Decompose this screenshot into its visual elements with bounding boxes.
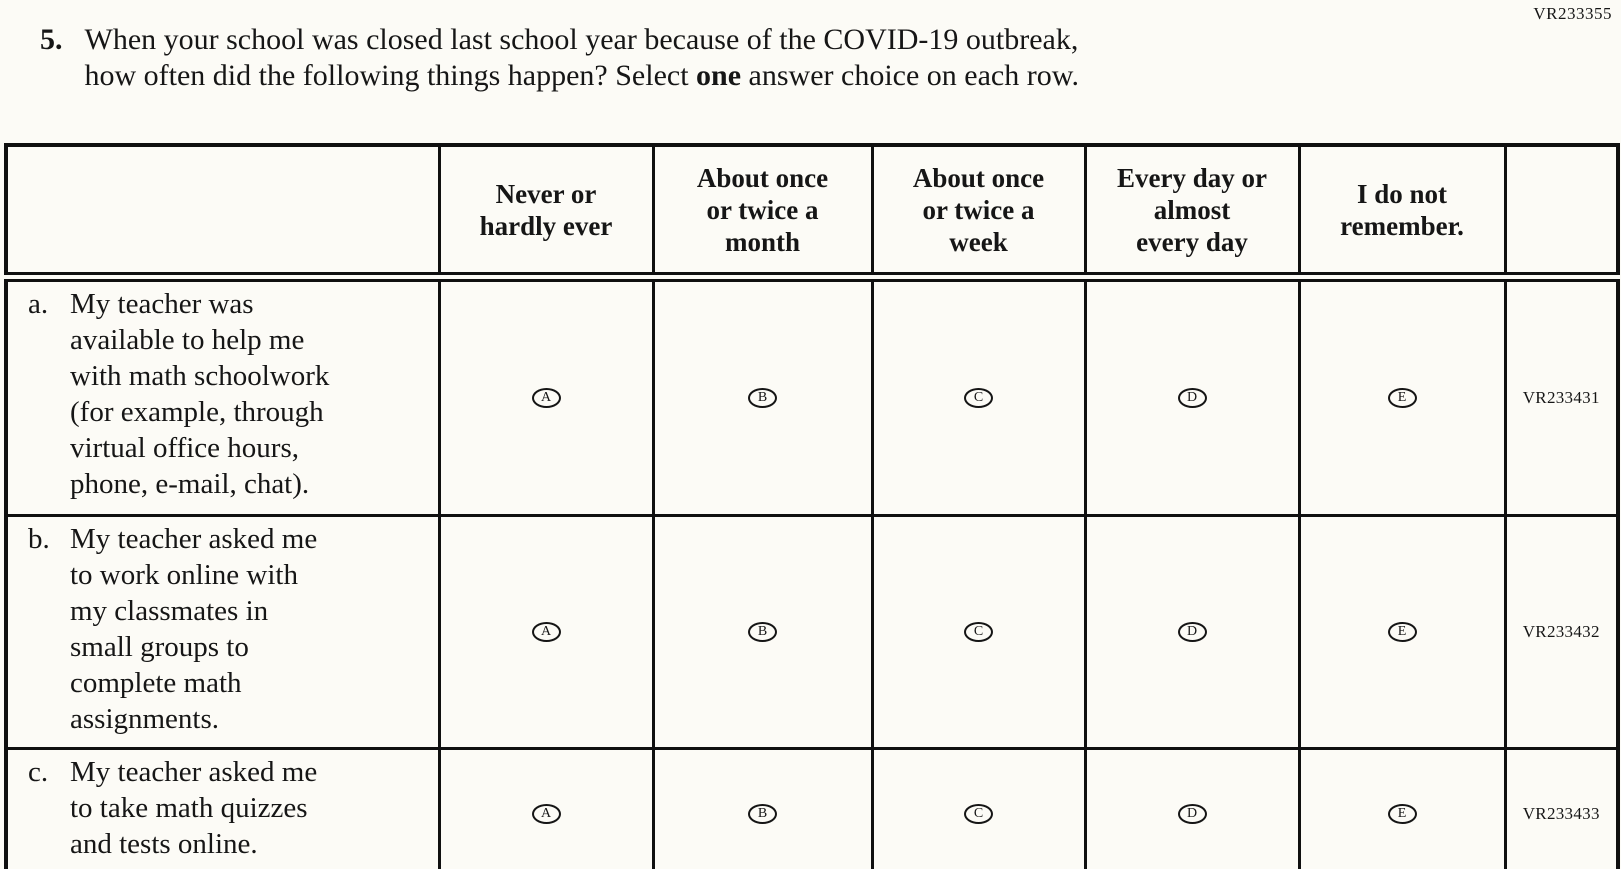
cell-b-never: A xyxy=(437,514,655,750)
column-header-never: Never or hardly ever xyxy=(437,143,655,282)
item-a-letter: a. xyxy=(28,288,49,320)
item-b: b. My teacher asked me to work online wi… xyxy=(4,514,441,750)
question-bold-word: one xyxy=(696,59,742,92)
column-header-month: About once or twice a month xyxy=(651,143,874,282)
column-header-no-remember: I do not remember. xyxy=(1297,143,1507,282)
question-block: 5. When your school was closed last scho… xyxy=(40,22,1580,94)
cell-c-no-remember: E xyxy=(1297,747,1507,869)
item-a-text: My teacher was available to help me with… xyxy=(70,288,330,500)
header-item-empty xyxy=(4,143,441,282)
bubble-c-week[interactable]: C xyxy=(964,803,993,824)
header-row: Never or hardly ever About once or twice… xyxy=(4,143,1620,282)
question-line2-post: answer choice on each row. xyxy=(741,59,1079,92)
bubble-c-daily[interactable]: D xyxy=(1177,803,1207,824)
item-c-letter: c. xyxy=(28,756,49,788)
cell-a-month: B xyxy=(651,275,874,517)
bubble-b-never[interactable]: A xyxy=(531,622,561,642)
question-text: When your school was closed last school … xyxy=(85,22,1079,94)
bubble-b-week[interactable]: C xyxy=(964,622,993,642)
item-b-text: My teacher asked me to work online with … xyxy=(70,523,318,735)
question-5-answer-grid: Never or hardly ever About once or twice… xyxy=(4,143,1620,869)
bubble-b-daily[interactable]: D xyxy=(1177,622,1207,642)
cell-c-week: C xyxy=(870,747,1087,869)
cell-b-no-remember: E xyxy=(1297,514,1507,750)
bubble-a-daily[interactable]: D xyxy=(1177,388,1207,408)
column-header-code-empty xyxy=(1503,143,1620,282)
table-row-a: a. My teacher was available to help me w… xyxy=(4,275,1620,517)
item-c-code: VR233433 xyxy=(1503,747,1620,869)
cell-a-daily: D xyxy=(1083,275,1301,517)
cell-c-month: B xyxy=(651,747,874,869)
question-line1: When your school was closed last school … xyxy=(84,23,1079,56)
item-a-code: VR233431 xyxy=(1503,275,1620,517)
table-row-b: b. My teacher asked me to work online wi… xyxy=(4,514,1620,750)
column-header-daily: Every day or almost every day xyxy=(1083,143,1301,282)
item-a: a. My teacher was available to help me w… xyxy=(4,275,441,517)
item-b-letter: b. xyxy=(28,523,50,555)
bubble-c-month[interactable]: B xyxy=(748,803,777,824)
table-row-c: c. My teacher asked me to take math quiz… xyxy=(4,747,1620,869)
cell-a-no-remember: E xyxy=(1297,275,1507,517)
cell-c-daily: D xyxy=(1083,747,1301,869)
cell-a-week: C xyxy=(870,275,1087,517)
cell-b-week: C xyxy=(870,514,1087,750)
bubble-c-never[interactable]: A xyxy=(531,803,561,824)
cell-a-never: A xyxy=(437,275,655,517)
bubble-a-month[interactable]: B xyxy=(748,388,777,408)
item-b-code: VR233432 xyxy=(1503,514,1620,750)
bubble-c-no-remember[interactable]: E xyxy=(1387,803,1417,824)
bubble-b-no-remember[interactable]: E xyxy=(1387,622,1417,642)
bubble-a-week[interactable]: C xyxy=(964,388,993,408)
bubble-a-never[interactable]: A xyxy=(531,388,561,408)
column-header-week: About once or twice a week xyxy=(870,143,1087,282)
question-number: 5. xyxy=(40,23,63,56)
cell-b-daily: D xyxy=(1083,514,1301,750)
form-code: VR233355 xyxy=(1533,4,1612,23)
cell-b-month: B xyxy=(651,514,874,750)
bubble-b-month[interactable]: B xyxy=(748,622,777,642)
cell-c-never: A xyxy=(437,747,655,869)
item-c-text: My teacher asked me to take math quizzes… xyxy=(70,756,318,860)
item-c: c. My teacher asked me to take math quiz… xyxy=(4,747,441,869)
bubble-a-no-remember[interactable]: E xyxy=(1387,388,1417,408)
question-line2-pre: how often did the following things happe… xyxy=(84,59,697,92)
